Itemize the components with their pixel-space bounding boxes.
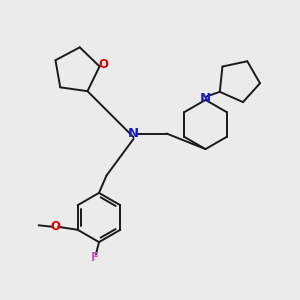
Text: F: F [91,251,98,264]
Text: O: O [50,220,60,233]
Text: O: O [98,58,108,71]
Text: N: N [200,92,211,105]
Text: N: N [128,127,139,140]
